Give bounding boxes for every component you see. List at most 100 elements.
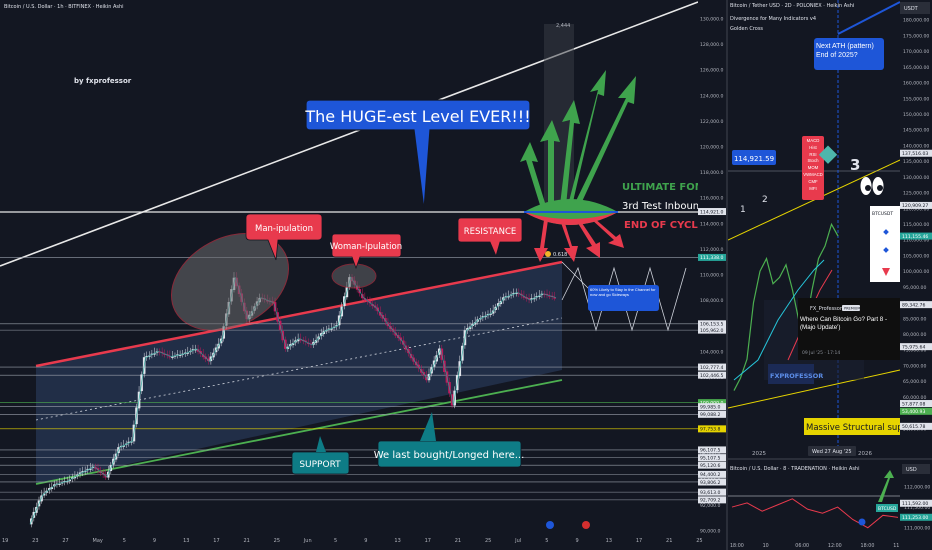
rb-axis-title-bg	[902, 464, 930, 474]
right-bottom-chart-svg[interactable]: Bitcoin / U.S. Dollar · 8 · TRADENATION …	[728, 460, 932, 550]
rb-x-tick: 10	[763, 543, 769, 549]
main-y-tick: 120,000.0	[700, 144, 723, 150]
main-x-axis[interactable]: 19 23 27 May 5 9 13 17 21 25 Jun 5 9 13 17 21 25 Jul 5 9 13 1…	[0, 534, 726, 550]
event-icon-1[interactable]	[546, 521, 554, 529]
channel-fill	[36, 262, 562, 484]
rt-y-tick: 110,000.00	[903, 238, 929, 244]
candle-body	[178, 354, 182, 356]
right-bottom-pane[interactable]: Bitcoin / U.S. Dollar · 8 · TRADENATION …	[728, 460, 932, 550]
rt-y-axis-bg	[900, 0, 932, 458]
candle-body	[104, 475, 107, 478]
rt-price-label-bg	[900, 407, 932, 415]
rt-price-label: 111,155.46	[902, 234, 928, 240]
support-callout[interactable]: SUPPORT	[291, 436, 350, 475]
rt-y-tick: 130,000.00	[903, 175, 929, 181]
main-price-label: 95,107.5	[700, 455, 721, 461]
rt-projection-line	[837, 1, 901, 35]
candle-body	[296, 339, 300, 342]
rt-price-label-bg	[900, 301, 932, 309]
main-price-label: 102,446.5	[700, 373, 723, 379]
right-top-pane[interactable]: Bitcoin / Tether USD · 2D · POLONIEX · H…	[728, 0, 932, 458]
fomo-arrow-3	[560, 100, 580, 206]
candle-body	[42, 493, 46, 496]
support-line[interactable]	[35, 379, 563, 485]
main-y-tick: 112,000.0	[700, 247, 723, 253]
candle-body	[58, 483, 61, 485]
rb-axis-title: USD	[906, 467, 917, 473]
channel-midline	[35, 317, 563, 421]
ath-value-callout[interactable]: 114,921.59	[732, 150, 776, 165]
manipulation-callout[interactable]: Man-ipulation	[245, 213, 323, 261]
main-y-tick: 104,000.0	[700, 349, 723, 355]
woman-ipulation-callout[interactable]: Woman-Ipulation	[330, 233, 402, 270]
rt-y-tick: 180,000.00	[903, 18, 929, 24]
long-term-trendline[interactable]	[0, 1, 699, 267]
right-top-chart-svg[interactable]: Bitcoin / Tether USD · 2D · POLONIEX · H…	[728, 0, 932, 458]
massive-support-callout[interactable]: Massive Structural supp	[804, 418, 908, 435]
main-price-label: 111,338.0	[700, 255, 723, 261]
rt-y-tick: 100,000.00	[903, 269, 929, 275]
rt-x-label-2026: 2026	[858, 451, 872, 457]
bought-callout[interactable]: We last bought/Longed here...	[374, 412, 525, 468]
date-tooltip-bg	[808, 446, 856, 456]
resistance-line[interactable]	[35, 260, 563, 368]
rt-y-axis[interactable]: 50,000.0055,000.0060,000.0065,000.0070,0…	[900, 0, 932, 458]
candle-body	[304, 340, 308, 342]
rb-x-tick: 06:00	[795, 543, 809, 549]
rb-header: Bitcoin / U.S. Dollar · 8 · TRADENATION …	[730, 466, 860, 472]
candle-body	[47, 488, 51, 491]
next-ath-callout[interactable]: Next ATH (pattern) End of 2025?	[814, 38, 884, 70]
pane-divider-vertical[interactable]	[726, 0, 728, 550]
main-price-label-bg	[698, 425, 726, 433]
main-y-tick: 118,000.0	[700, 170, 723, 176]
rb-event-icon[interactable]	[858, 518, 866, 526]
main-x-tick: Jun	[303, 538, 312, 544]
article-card[interactable]: FX_Professor PREMIUM Where Can Bitcoin G…	[798, 298, 902, 360]
down-arrow-4	[534, 220, 548, 262]
card-author: FX_Professor	[810, 306, 843, 312]
sideways-note-text: 60% Likely to Stay in the Channel for no…	[590, 287, 656, 297]
rb-x-axis[interactable]: 18:00 10 06:00 12:00 18:00 11	[730, 543, 899, 549]
date-tooltip: Wed 27 Aug '25	[812, 449, 852, 455]
sideways-note[interactable]: 60% Likely to Stay in the Channel for no…	[588, 285, 659, 311]
rt-y-tick: 145,000.00	[903, 128, 929, 134]
main-x-tick: 5	[123, 538, 126, 544]
candle-body	[473, 322, 477, 325]
fomo-arrow-1	[568, 70, 606, 206]
indicators-callout[interactable]: MACD Hist RSI Stoch MOM VWMACD CMF MFI	[802, 136, 824, 200]
event-icon-2[interactable]	[582, 521, 590, 529]
rt-y-tick: 120,000.00	[903, 206, 929, 212]
resistance-callout[interactable]: RESISTANCE	[457, 217, 523, 258]
candle-body	[489, 313, 492, 315]
main-x-tick: 5	[334, 538, 337, 544]
rt-price-label: 50,615.78	[902, 424, 925, 430]
main-x-tick: 17	[213, 538, 219, 544]
main-chart-pane[interactable]: 2,444 0.618 The HUGE-est Level EVER!!! M…	[0, 0, 726, 550]
rt-y-tick: 85,000.00	[903, 316, 926, 322]
rb-y-tick: 111,500.00	[904, 505, 930, 511]
main-chart-svg[interactable]: 2,444 0.618 The HUGE-est Level EVER!!! M…	[0, 0, 726, 550]
main-x-tick: 25	[696, 538, 702, 544]
main-x-axis-bg	[0, 534, 726, 550]
main-y-tick: 110,000.0	[700, 273, 723, 279]
support-text: SUPPORT	[299, 460, 341, 470]
signal-diamond-1	[883, 229, 889, 235]
main-x-tick: 17	[425, 538, 431, 544]
candle-body	[78, 472, 82, 475]
candle-body	[314, 339, 318, 343]
main-x-tick: 17	[636, 538, 642, 544]
rt-lower-yellow-trendline	[728, 369, 901, 409]
main-price-label: 97,753.8	[700, 427, 721, 433]
candle-body	[201, 354, 205, 358]
main-x-tick: 5	[545, 538, 548, 544]
main-price-label: 105,962.0	[700, 328, 723, 334]
main-x-tick: 13	[606, 538, 612, 544]
huge-level-callout[interactable]: The HUGE-est Level EVER!!!	[304, 99, 531, 211]
ath-value-text: 114,921.59	[734, 155, 774, 163]
huge-level-text: The HUGE-est Level EVER!!!	[304, 107, 530, 126]
main-x-tick: 21	[455, 538, 461, 544]
signal-panel[interactable]: BTCUSDT	[870, 206, 900, 282]
pane-divider-horizontal[interactable]	[728, 458, 932, 460]
card-date: 09 Jul '25 · 17:14	[802, 350, 840, 356]
